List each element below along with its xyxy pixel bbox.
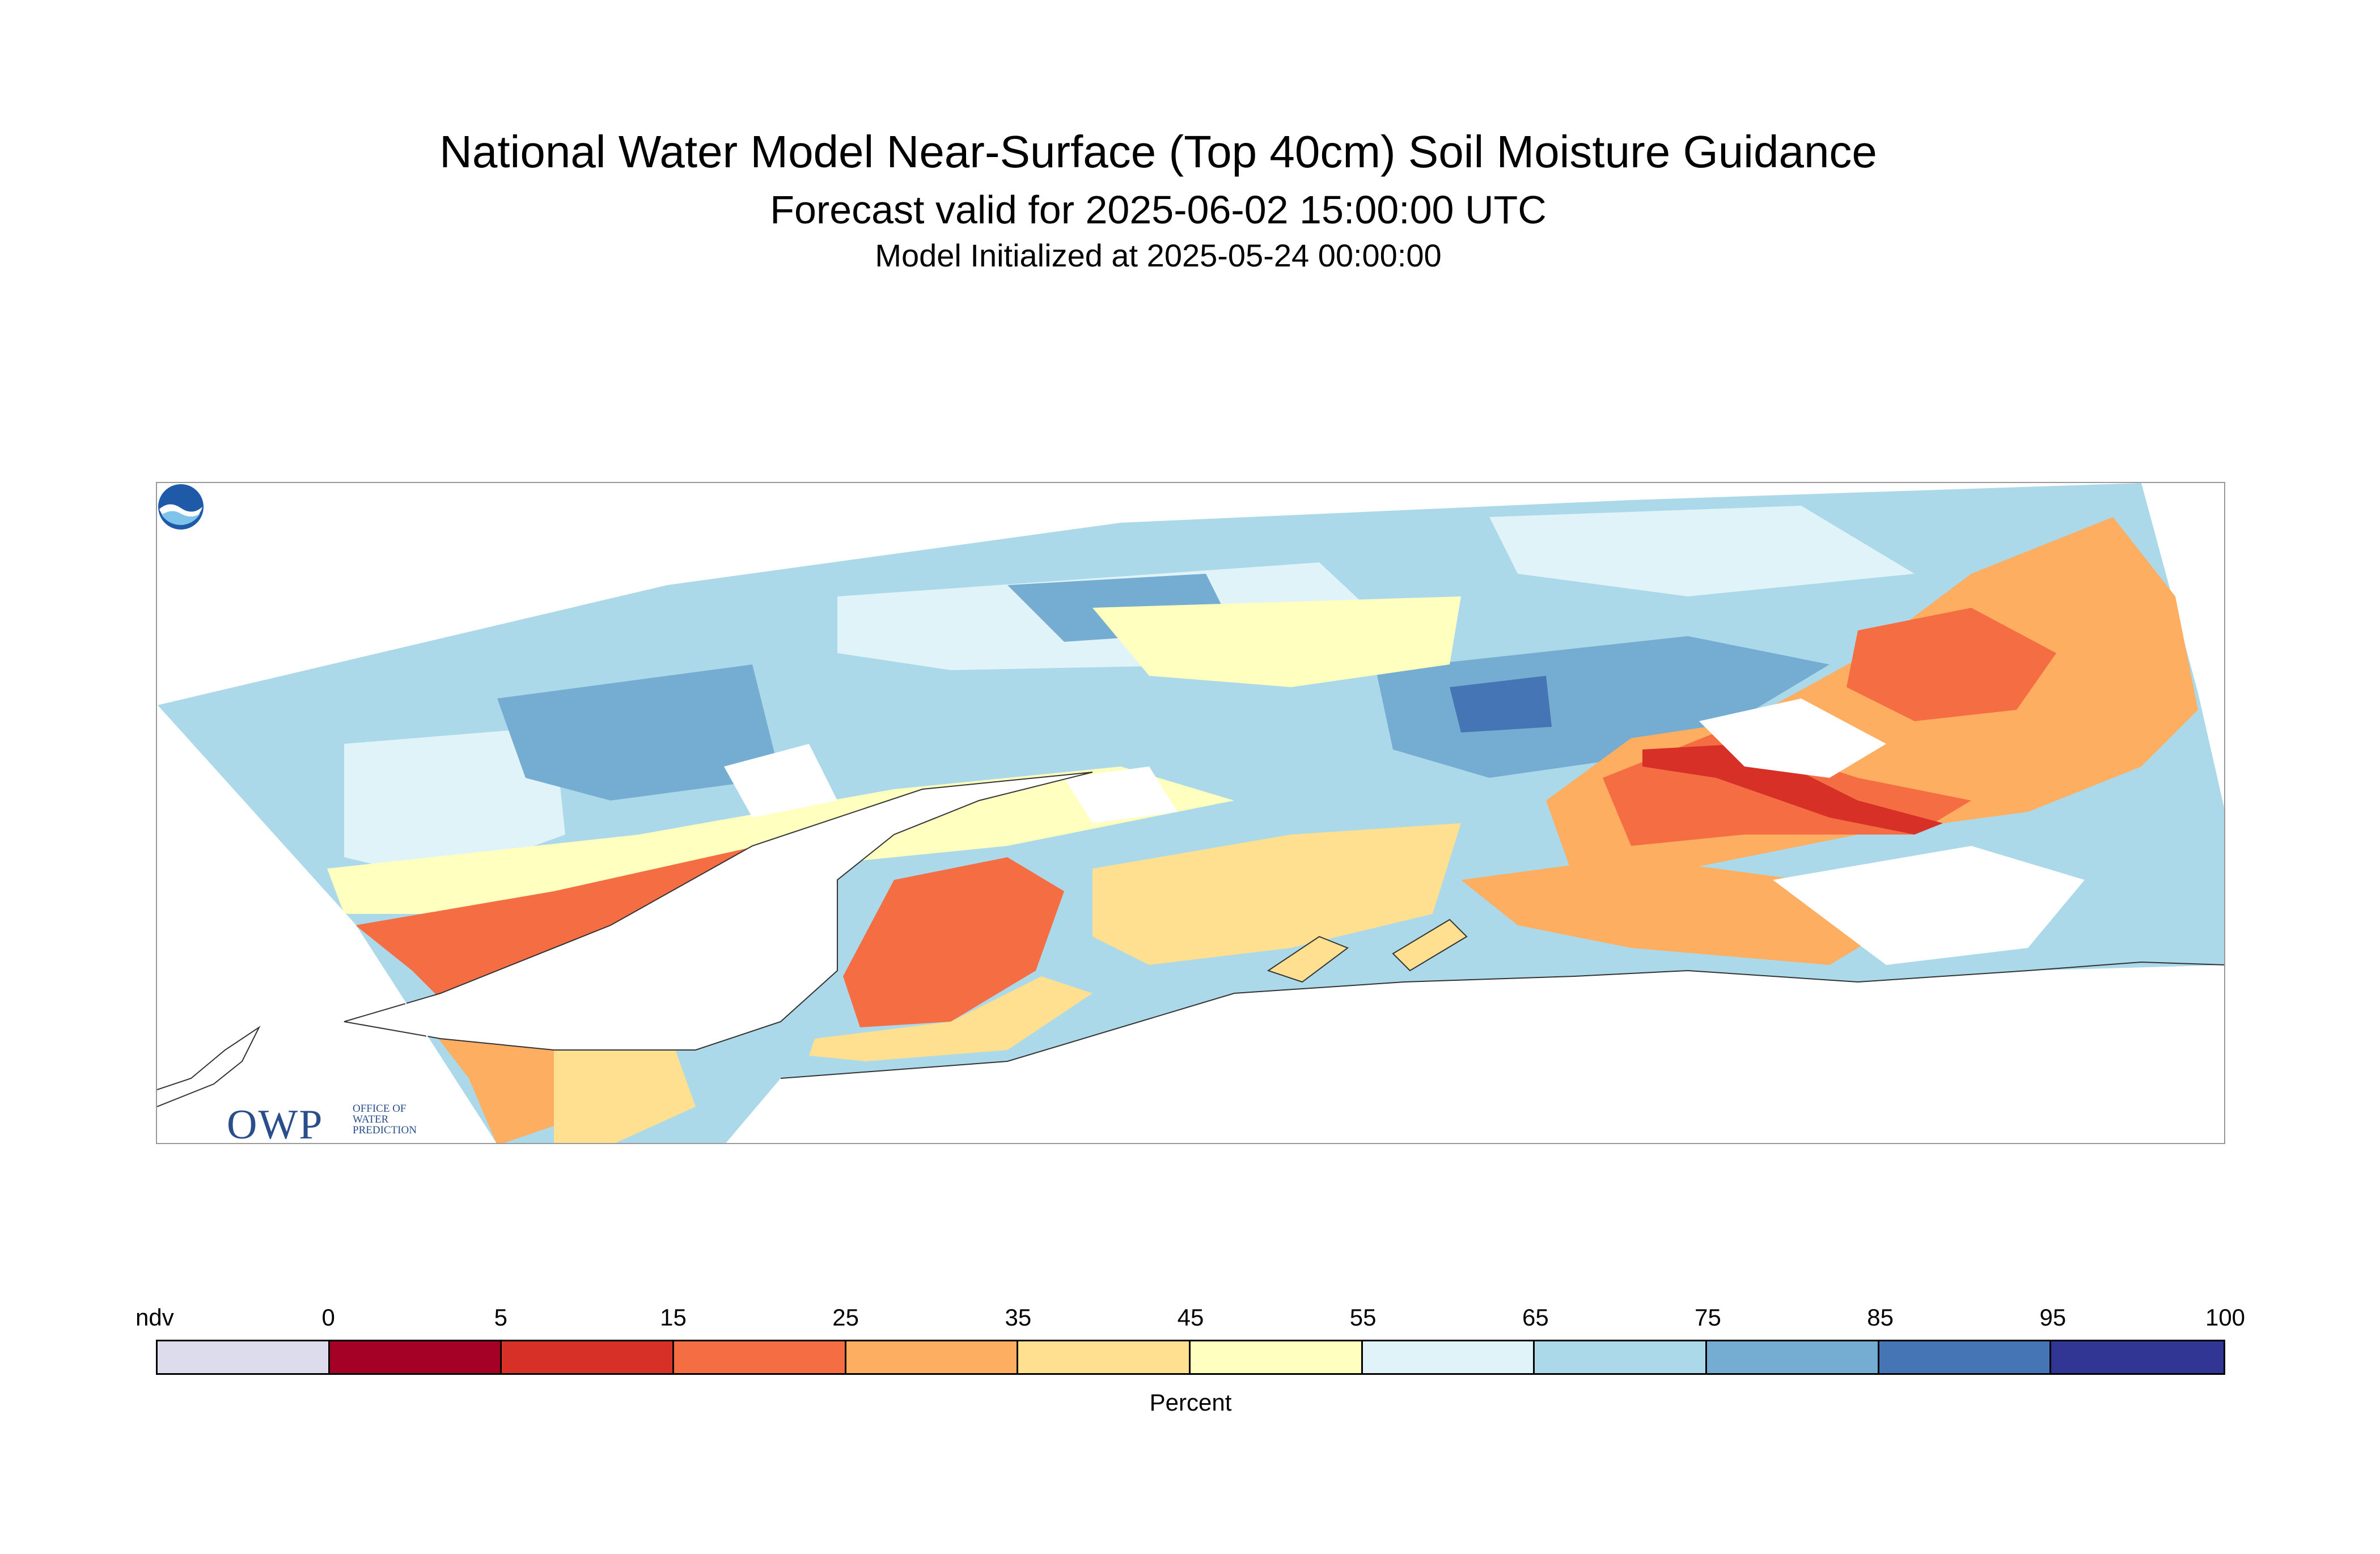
- owp-logo-subtitle: OFFICE OF WATER PREDICTION: [353, 1103, 417, 1136]
- colorbar-swatch: [1018, 1341, 1191, 1373]
- region-mid-blue: [497, 664, 781, 801]
- soil-moisture-map: OWP OFFICE OF WATER PREDICTION: [156, 482, 2225, 1144]
- snow-patch-1: [1699, 698, 1886, 778]
- region-light-cyan-3: [1489, 506, 1915, 596]
- colorbar-swatch: [1191, 1341, 1363, 1373]
- colorbar-tick-label: ndv: [135, 1304, 174, 1331]
- colorbar-tick-label: 15: [660, 1304, 687, 1331]
- region-kenai-coast: [809, 976, 1092, 1061]
- colorbar-unit-label: Percent: [1149, 1389, 1232, 1416]
- domain-edge-left: [157, 705, 497, 1143]
- region-mid-blue-2: [1376, 636, 1830, 778]
- colorbar-swatch: [674, 1341, 846, 1373]
- colorbar-swatch: [1707, 1341, 1879, 1373]
- island-2: [1392, 918, 1468, 972]
- colorbar-tick-label: 95: [2039, 1304, 2066, 1331]
- region-coast-mid: [1092, 823, 1461, 965]
- region-yellow-sw: [554, 1027, 696, 1143]
- colorbar-swatch: [1362, 1341, 1535, 1373]
- model-initialized-line: Model Initialized at 2025-05-24 00:00:00: [875, 238, 1442, 273]
- colorbar-tick-label: 75: [1695, 1304, 1721, 1331]
- owp-logo-text: OWP: [227, 1102, 324, 1144]
- colorbar-tick-label: 25: [832, 1304, 859, 1331]
- snow-patch-4: [1064, 767, 1178, 823]
- region-pale-yellow: [1092, 596, 1461, 687]
- colorbar-tick-label: 35: [1005, 1304, 1032, 1331]
- owp-logo: OWP OFFICE OF WATER PREDICTION: [227, 1101, 420, 1144]
- cook-inlet: [344, 772, 1093, 1051]
- region-light-cyan: [344, 727, 565, 880]
- gulf-of-alaska: [726, 965, 2224, 1143]
- snow-patch-5: [724, 744, 837, 818]
- colorbar-tick-label: 65: [1522, 1304, 1549, 1331]
- region-red-northeast: [1847, 608, 2056, 721]
- forecast-valid-subtitle: Forecast valid for 2025-06-02 15:00:00 U…: [770, 188, 1547, 232]
- region-kenai: [843, 857, 1064, 1027]
- snow-patch-3: [1773, 846, 2085, 965]
- region-darkred-ridge: [1642, 744, 1943, 835]
- colorbar-swatch: [329, 1341, 502, 1373]
- colorbar-swatch: [502, 1341, 675, 1373]
- colorbar-swatch: [158, 1341, 330, 1373]
- colorbar-tick-label: 5: [494, 1304, 508, 1331]
- colorbar-tick-label: 55: [1349, 1304, 1377, 1331]
- island-1: [1267, 935, 1349, 983]
- map-title: National Water Model Near-Surface (Top 4…: [439, 126, 1877, 177]
- colorbar-tick-label: 85: [1867, 1304, 1894, 1331]
- map-canvas: [157, 483, 2224, 1143]
- noaa-logo: [158, 484, 204, 530]
- colorbar-swatch: [1535, 1341, 1708, 1373]
- coastline-sw: [157, 1026, 261, 1107]
- colorbar-swatch: [2051, 1341, 2224, 1373]
- colorbar-swatch: [1879, 1341, 2052, 1373]
- coastline-south: [780, 961, 2224, 1079]
- colorbar: [156, 1340, 2225, 1375]
- colorbar-tick-label: 100: [2205, 1304, 2246, 1331]
- colorbar-tick-labels: ndv 0 5 15 25 35 45 55 65 75 85 95 100: [135, 1304, 2245, 1338]
- colorbar-swatch: [846, 1341, 1019, 1373]
- colorbar-tick-label: 0: [321, 1304, 335, 1331]
- region-dark-blue: [1450, 676, 1552, 732]
- colorbar-tick-label: 45: [1177, 1304, 1204, 1331]
